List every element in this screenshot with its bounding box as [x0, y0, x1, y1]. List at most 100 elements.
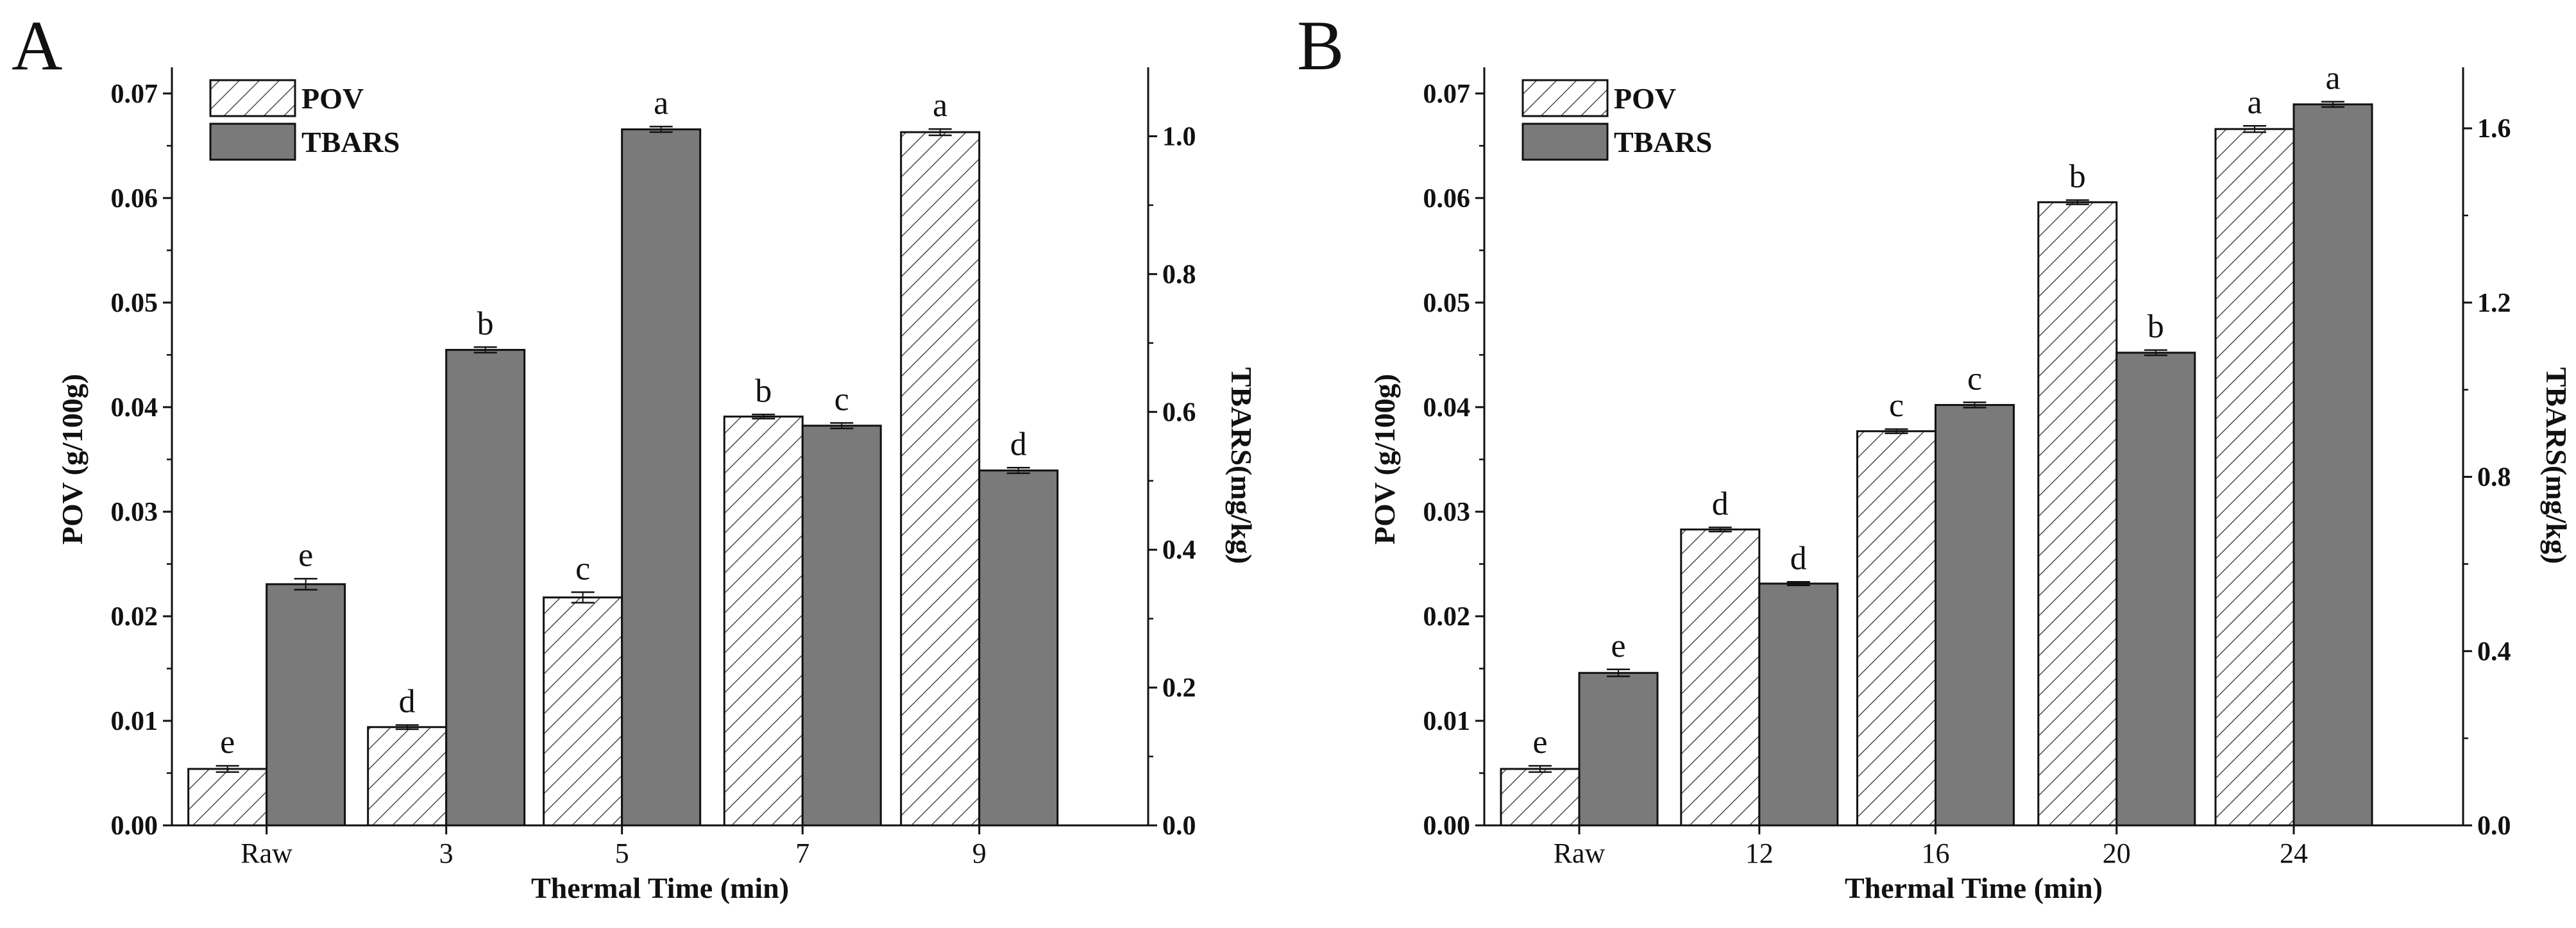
error-bar-tbars	[1786, 581, 1810, 586]
x-tick-label: 3	[439, 838, 453, 869]
left-tick-label: 0.06	[1423, 184, 1471, 214]
significance-letter: b	[755, 373, 772, 409]
left-tick-label: 0.05	[1423, 289, 1471, 318]
right-axis-title: TBARS(mg/kg)	[2540, 367, 2573, 564]
significance-letter: c	[835, 381, 849, 418]
x-tick-label: 20	[2103, 838, 2131, 869]
bar-pov	[1680, 528, 1761, 827]
left-tick-label: 0.02	[111, 602, 158, 632]
legend-label-pov: POV	[1614, 82, 1676, 115]
x-tick-label: 16	[1921, 838, 1949, 869]
bar-pov	[2037, 201, 2118, 827]
error-bar-tbars	[830, 422, 854, 430]
x-tick-label: Raw	[241, 838, 292, 869]
bar-pov	[1500, 768, 1580, 827]
error-bar-tbars	[1006, 467, 1030, 475]
x-axis-title: Thermal Time (min)	[531, 872, 789, 904]
panel-label: A	[12, 6, 62, 85]
significance-letter: d	[1010, 426, 1027, 462]
legend: POV TBARS	[209, 79, 400, 161]
significance-letter: d	[1712, 485, 1729, 522]
legend: POV TBARS	[1521, 79, 1712, 161]
bar-pov	[367, 726, 448, 827]
left-tick-label: 0.07	[1423, 80, 1471, 109]
x-tick-label: 24	[2280, 838, 2308, 869]
significance-letter: e	[298, 537, 313, 573]
bar-tbars	[621, 128, 702, 827]
error-bar-pov	[216, 764, 239, 773]
left-tick-label: 0.00	[111, 811, 158, 841]
legend-swatch-pov	[1521, 79, 1609, 117]
significance-letter: e	[1532, 724, 1547, 761]
significance-letter: e	[1611, 628, 1625, 664]
significance-letter: d	[1790, 540, 1807, 577]
error-bar-pov	[752, 414, 775, 420]
bar-pov	[543, 596, 623, 827]
significance-letter: a	[654, 85, 668, 121]
error-bar-tbars	[1963, 401, 1987, 409]
error-bar-pov	[1708, 527, 1732, 533]
right-tick-label: 0.6	[1162, 398, 1196, 427]
bar-tbars	[2115, 351, 2196, 827]
bar-pov	[1856, 430, 1936, 827]
x-tick-label: 7	[795, 838, 809, 869]
bar-pov	[900, 131, 981, 827]
bar-pov	[723, 416, 804, 827]
left-tick-label: 0.02	[1423, 602, 1471, 632]
error-bar-pov	[1529, 764, 1552, 773]
bar-tbars	[266, 583, 346, 827]
right-tick-label: 0.8	[1162, 260, 1196, 289]
bar-tbars	[801, 425, 882, 827]
right-tick-label: 0.0	[1162, 811, 1196, 841]
left-axis-title: POV (g/100g)	[56, 374, 89, 544]
significance-letter: d	[399, 683, 416, 720]
error-bar-tbars	[294, 578, 318, 591]
legend-swatch-tbars	[209, 122, 296, 161]
legend-label-tbars: TBARS	[301, 126, 400, 158]
left-tick-label: 0.07	[111, 80, 158, 109]
left-tick-label: 0.06	[111, 184, 158, 214]
significance-letter: a	[933, 87, 947, 124]
bar-tbars	[978, 469, 1059, 827]
x-tick-label: 9	[972, 838, 987, 869]
bar-tbars	[1758, 582, 1839, 827]
error-bar-pov	[2243, 125, 2267, 133]
right-tick-label: 0.0	[2477, 811, 2511, 841]
left-tick-label: 0.05	[111, 289, 158, 318]
left-tick-label: 0.03	[111, 498, 158, 527]
significance-letter: c	[1967, 360, 1982, 397]
chart-panel-a: A 0.00 0.01 0.02 0.03 0.04 0.05 0.06 0.07 0.0 0.2 0…	[12, 6, 1258, 904]
right-tick-label: 1.6	[2477, 114, 2511, 144]
significance-letter: c	[1889, 387, 1904, 424]
left-tick-label: 0.03	[1423, 498, 1471, 527]
right-tick-label: 1.0	[1162, 122, 1196, 151]
right-axis-title: TBARS(mg/kg)	[1225, 367, 1258, 564]
error-bar-tbars	[1607, 668, 1631, 677]
bar-tbars	[1934, 403, 2015, 827]
significance-letter: b	[2069, 158, 2086, 195]
bar-tbars	[1578, 671, 1659, 827]
bar-tbars	[445, 349, 526, 827]
error-bar-pov	[928, 128, 952, 137]
significance-letter: c	[575, 550, 590, 587]
right-tick-label: 0.2	[1162, 673, 1196, 703]
significance-letter: b	[477, 305, 494, 342]
significance-letter: a	[2325, 60, 2340, 97]
error-bar-pov	[1885, 428, 1908, 434]
x-tick-label: 5	[615, 838, 629, 869]
significance-letter: a	[2247, 84, 2262, 121]
error-bar-tbars	[2321, 101, 2345, 108]
left-tick-label: 0.04	[111, 393, 158, 423]
error-bar-pov	[2065, 199, 2089, 205]
left-axis-title: POV (g/100g)	[1368, 374, 1401, 544]
right-tick-label: 0.4	[2477, 637, 2511, 666]
right-tick-label: 0.8	[2477, 463, 2511, 493]
right-tick-label: 0.4	[1162, 536, 1196, 565]
error-bar-tbars	[649, 126, 673, 133]
legend-swatch-pov	[209, 79, 296, 117]
legend-label-tbars: TBARS	[1614, 126, 1712, 158]
x-tick-label: 12	[1745, 838, 1774, 869]
left-tick-label: 0.01	[111, 707, 158, 736]
bar-tbars	[2292, 103, 2373, 827]
